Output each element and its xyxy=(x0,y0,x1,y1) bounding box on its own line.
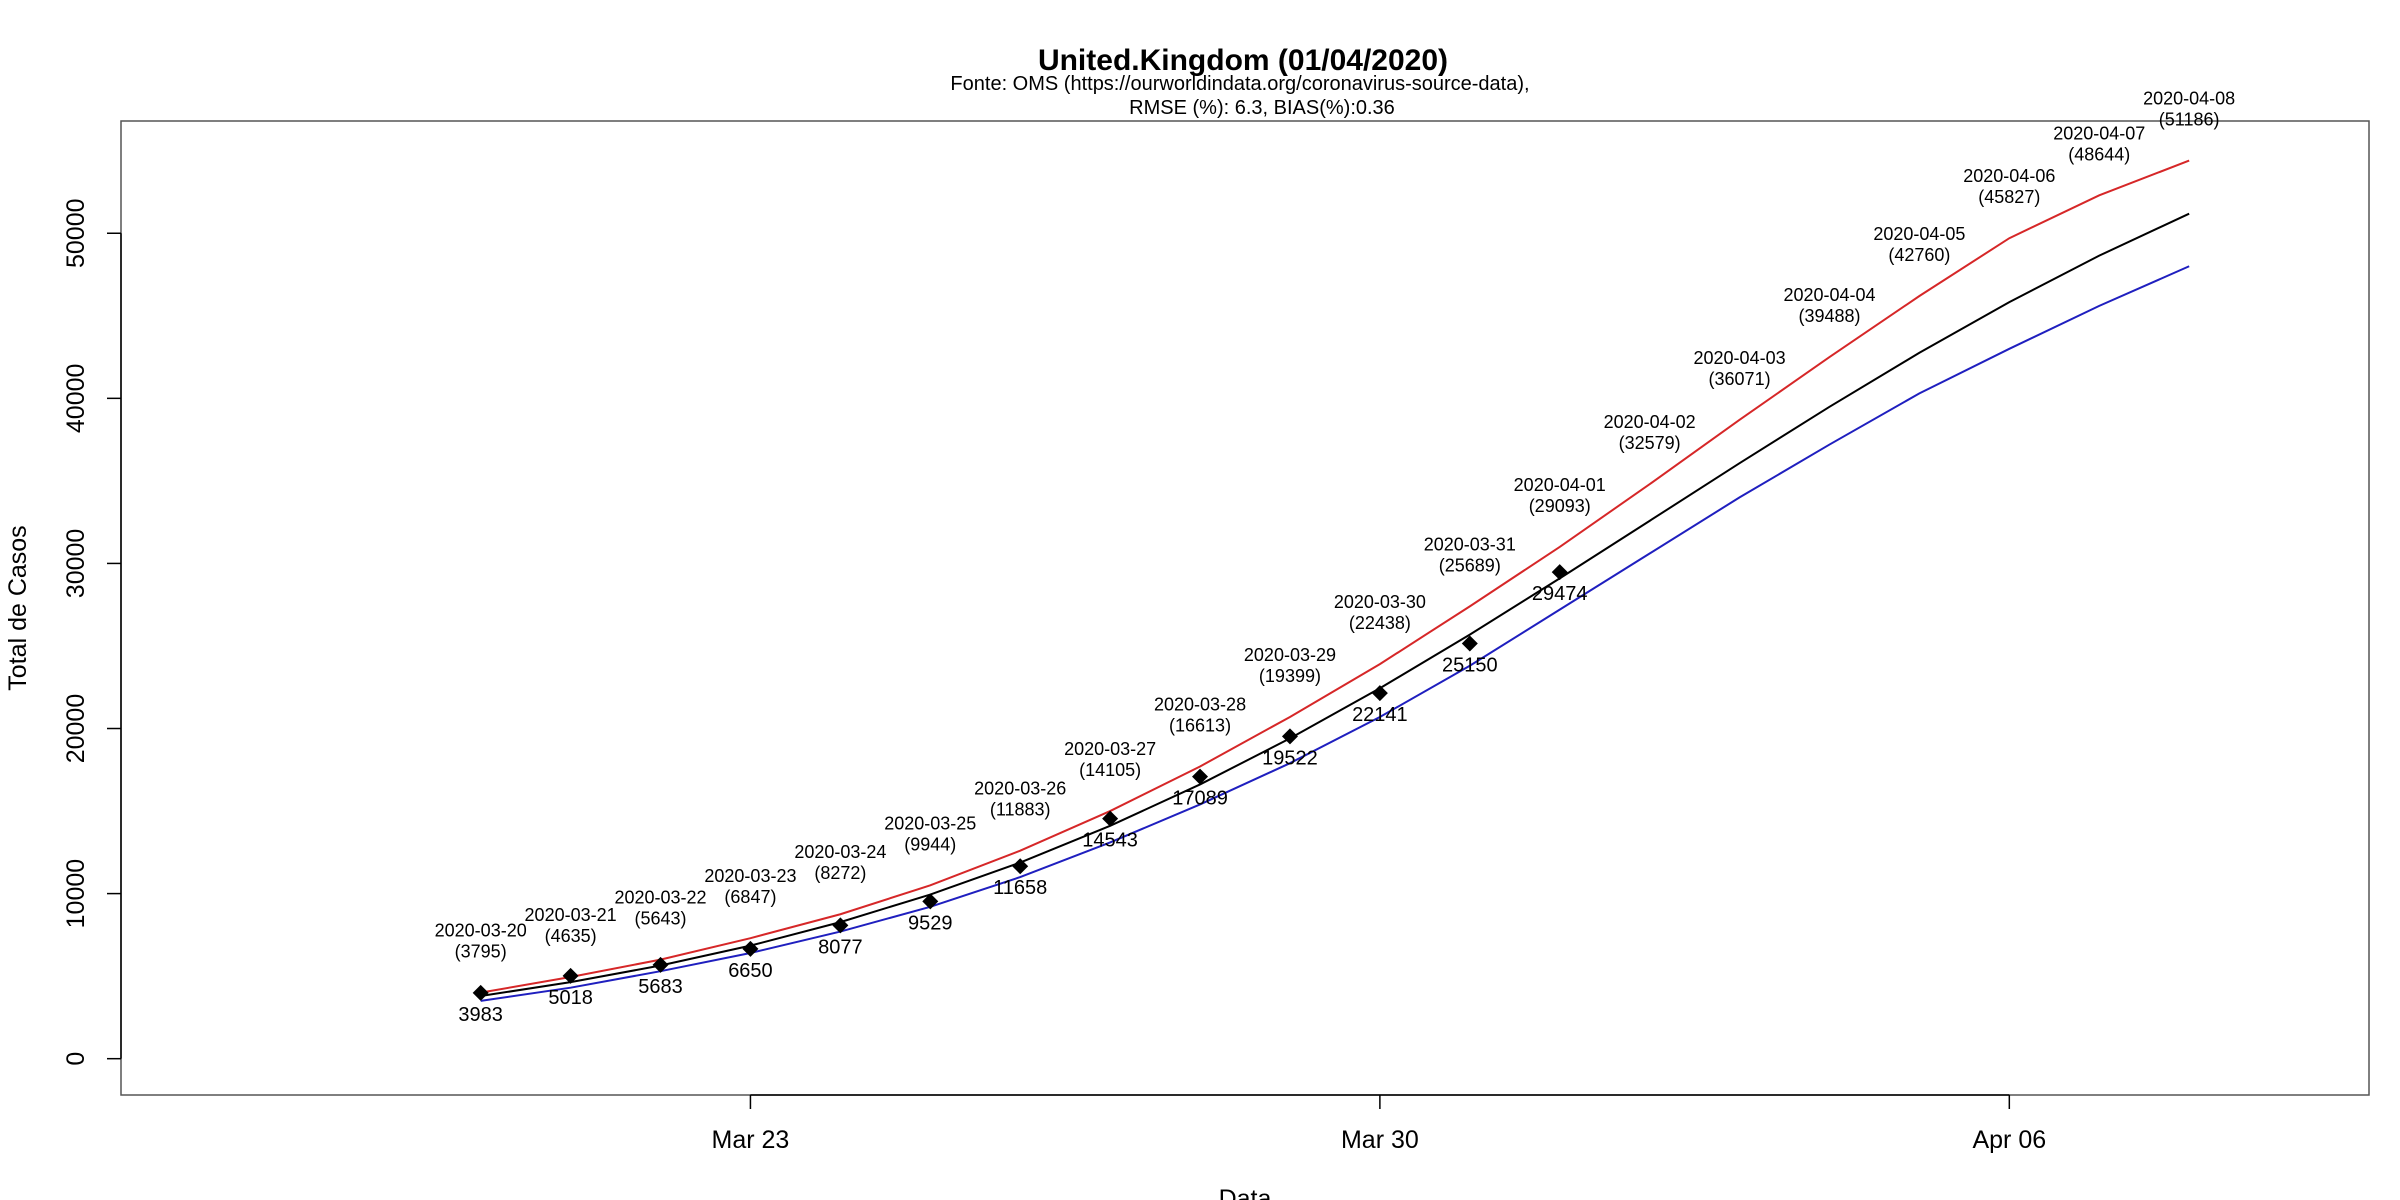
observed-value-label: 25150 xyxy=(1442,654,1498,676)
observed-value-label: 17089 xyxy=(1172,788,1228,810)
chart-title: United.Kingdom (01/04/2020) xyxy=(1038,44,1448,77)
forecast-date-label: 2020-03-29 xyxy=(1244,645,1336,665)
forecast-date-label: 2020-03-30 xyxy=(1334,592,1426,612)
forecast-value-label: (32579) xyxy=(1619,433,1681,453)
y-tick-label: 50000 xyxy=(62,198,90,268)
series-line-1 xyxy=(480,212,2190,998)
observed-marker xyxy=(1461,635,1478,652)
forecast-date-label: 2020-03-22 xyxy=(614,888,706,908)
marker-layer: 3983 5018 5683 6650 8077 9529 11658 14543 17089 1… xyxy=(458,564,1588,1026)
forecast-date-label: 2020-03-27 xyxy=(1064,739,1156,759)
observed-value-label: 3983 xyxy=(458,1004,503,1026)
forecast-value-label: (14105) xyxy=(1079,760,1141,780)
forecast-value-label: (11883) xyxy=(990,800,1051,820)
forecast-date-label: 2020-03-24 xyxy=(794,842,886,862)
forecast-date-label: 2020-03-23 xyxy=(704,866,796,886)
y-axis: 0 10000 20000 30000 40000 50000 xyxy=(62,198,122,1066)
observed-marker xyxy=(472,984,489,1001)
y-tick-label: 10000 xyxy=(62,859,90,929)
y-tick-label: 40000 xyxy=(62,364,90,434)
observed-marker xyxy=(832,917,849,934)
forecast-date-label: 2020-03-20 xyxy=(435,921,527,941)
forecast-date-label: 2020-04-01 xyxy=(1514,475,1606,495)
forecast-value-label: (29093) xyxy=(1529,496,1591,516)
chart-subtitle-line-1: Fonte: OMS (https://ourworldindata.org/c… xyxy=(950,73,1529,95)
observed-marker xyxy=(922,893,939,910)
observed-value-label: 19522 xyxy=(1262,747,1318,769)
observed-value-label: 8077 xyxy=(818,936,863,958)
forecast-date-label: 2020-04-05 xyxy=(1873,224,1965,244)
forecast-value-label: (5643) xyxy=(635,909,687,929)
series-layer xyxy=(480,159,2190,1002)
observed-value-label: 6650 xyxy=(728,960,773,982)
observed-marker xyxy=(1281,728,1298,745)
observed-value-label: 14543 xyxy=(1082,830,1138,852)
y-tick-label: 0 xyxy=(62,1052,90,1066)
observed-marker xyxy=(1551,564,1568,581)
forecast-value-label: (42760) xyxy=(1888,245,1950,265)
forecast-value-label: (9944) xyxy=(904,834,956,854)
forecast-date-label: 2020-03-21 xyxy=(525,905,617,925)
observed-marker xyxy=(742,940,759,957)
observed-value-label: 22141 xyxy=(1352,704,1408,726)
series-line-3 xyxy=(480,265,2190,1002)
x-tick-label: Mar 30 xyxy=(1341,1126,1419,1154)
forecast-date-label: 2020-03-25 xyxy=(884,813,976,833)
y-axis-title: Total de Casos xyxy=(4,525,32,690)
forecast-value-label: (19399) xyxy=(1259,666,1321,686)
forecast-value-label: (8272) xyxy=(814,863,866,883)
forecast-date-label: 2020-04-06 xyxy=(1963,166,2055,186)
observed-value-label: 29474 xyxy=(1532,583,1588,605)
x-tick-label: Apr 06 xyxy=(1972,1126,2046,1154)
forecast-value-label: (45827) xyxy=(1978,187,2040,207)
series-line-2 xyxy=(480,159,2190,994)
forecast-value-label: (22438) xyxy=(1349,613,1411,633)
forecast-value-label: (3795) xyxy=(455,942,507,962)
forecast-date-label: 2020-03-31 xyxy=(1424,534,1516,554)
forecast-value-label: (4635) xyxy=(545,926,597,946)
observed-value-label: 5683 xyxy=(638,976,683,998)
y-tick-label: 30000 xyxy=(62,529,90,599)
forecast-date-label: 2020-03-26 xyxy=(974,779,1066,799)
observed-marker xyxy=(1012,858,1029,875)
forecast-value-label: (36071) xyxy=(1709,369,1771,389)
forecast-date-label: 2020-03-28 xyxy=(1154,694,1246,714)
forecast-value-label: (48644) xyxy=(2068,144,2130,164)
forecast-date-label: 2020-04-04 xyxy=(1783,285,1875,305)
y-tick-label: 20000 xyxy=(62,694,90,764)
observed-marker xyxy=(1102,810,1119,827)
forecast-value-label: (25689) xyxy=(1439,555,1501,575)
observed-value-label: 11658 xyxy=(993,877,1047,899)
observed-marker xyxy=(562,967,579,984)
observed-marker xyxy=(1192,768,1209,785)
chart-subtitle-line-2: RMSE (%): 6.3, BIAS(%):0.36 xyxy=(1129,97,1395,119)
forecast-value-label: (51186) xyxy=(2159,110,2220,130)
x-tick-label: Mar 23 xyxy=(712,1126,790,1154)
forecast-value-label: (39488) xyxy=(1798,306,1860,326)
forecast-value-label: (16613) xyxy=(1169,715,1231,735)
forecast-date-label: 2020-04-08 xyxy=(2143,89,2235,109)
x-axis-title: Data xyxy=(1219,1185,1272,1200)
forecast-date-label: 2020-04-03 xyxy=(1694,348,1786,368)
forecast-date-label: 2020-04-07 xyxy=(2053,123,2145,143)
label-layer: 2020-03-20(3795) 2020-03-21(4635) 2020-03-… xyxy=(435,89,2236,962)
observed-marker xyxy=(652,956,669,973)
forecast-value-label: (6847) xyxy=(724,887,776,907)
forecast-date-label: 2020-04-02 xyxy=(1604,412,1696,432)
observed-marker xyxy=(1371,685,1388,702)
x-axis: Mar 23 Mar 30 Apr 06 xyxy=(712,1094,2046,1154)
observed-value-label: 5018 xyxy=(548,987,593,1009)
observed-value-label: 9529 xyxy=(908,912,953,934)
